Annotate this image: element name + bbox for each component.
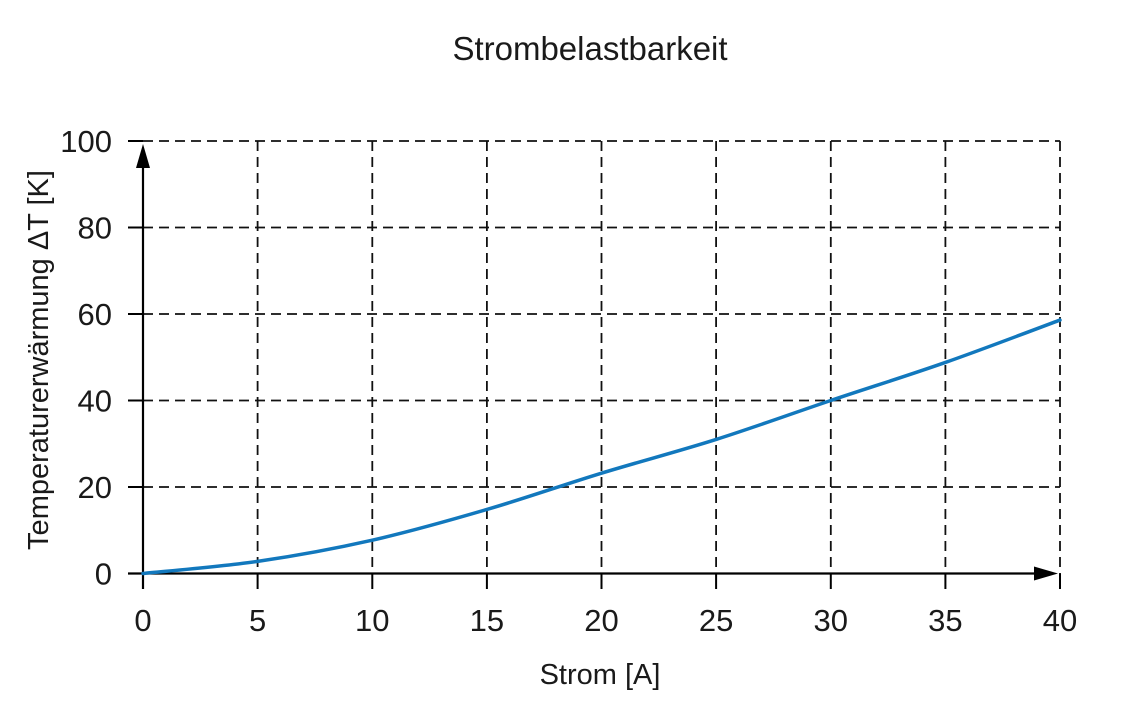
- y-tick-label: 20: [78, 470, 112, 505]
- grid-horizontal: [143, 140, 1060, 488]
- x-tick-label: 15: [470, 603, 504, 638]
- y-tick-label: 80: [78, 211, 112, 246]
- x-tick-label: 10: [355, 603, 389, 638]
- y-tick-label: 40: [78, 384, 112, 419]
- y-axis-label: Temperaturerwärmung ΔT [K]: [23, 170, 55, 550]
- y-tick-label: 60: [78, 297, 112, 332]
- x-tick-label: 40: [1043, 603, 1077, 638]
- y-tick-label: 0: [95, 557, 112, 592]
- grid-vertical: [256, 141, 1061, 574]
- x-axis-label: Strom [A]: [540, 659, 661, 691]
- x-tick-label: 25: [699, 603, 733, 638]
- x-tick-label: 30: [814, 603, 848, 638]
- y-axis-arrow-icon: [136, 144, 150, 168]
- x-tick-label: 35: [928, 603, 962, 638]
- x-tick-labels: 0 5 10 15 20 25 30 35 40: [134, 603, 1077, 638]
- x-tick-label: 5: [249, 603, 266, 638]
- x-axis-arrow-icon: [1034, 566, 1058, 581]
- x-axis-ticks: [142, 573, 1061, 589]
- x-tick-label: 0: [134, 603, 151, 638]
- x-tick-label: 20: [584, 603, 618, 638]
- y-tick-label: 100: [60, 124, 112, 159]
- temperature-curve: [141, 318, 1062, 576]
- y-axis-ticks: [128, 140, 143, 575]
- y-tick-labels: 0 20 40 60 80 100: [60, 124, 112, 592]
- chart-title: Strombelastbarkeit: [452, 30, 727, 67]
